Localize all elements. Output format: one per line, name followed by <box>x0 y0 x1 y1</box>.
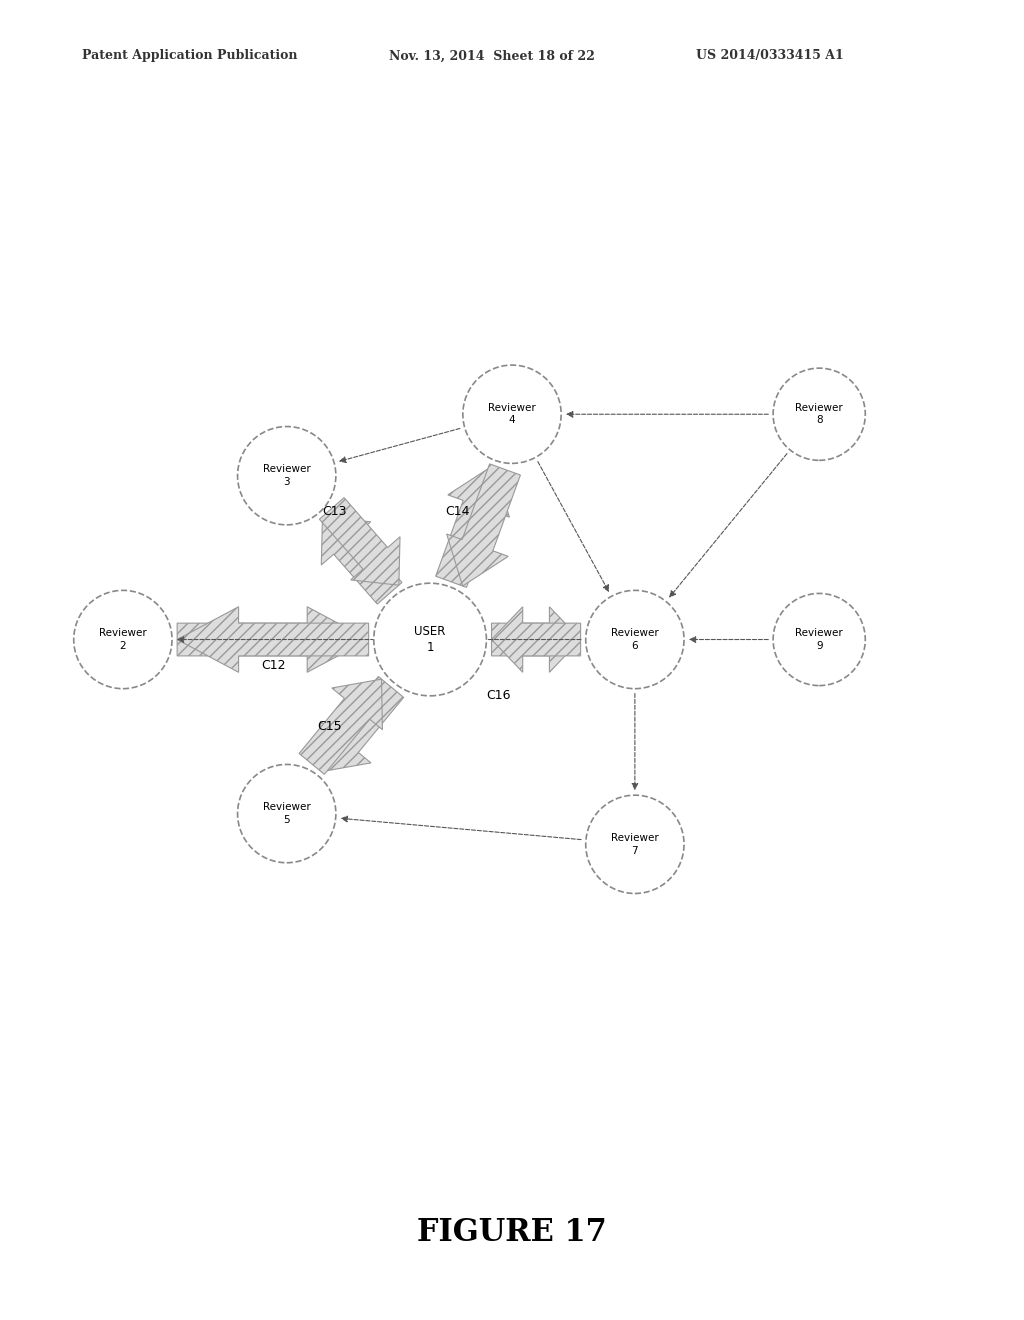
Text: Reviewer
6: Reviewer 6 <box>611 628 658 651</box>
Text: C15: C15 <box>317 721 342 733</box>
Polygon shape <box>492 607 581 672</box>
Text: Reviewer
9: Reviewer 9 <box>796 628 843 651</box>
Text: Reviewer
4: Reviewer 4 <box>488 403 536 425</box>
Polygon shape <box>299 678 382 775</box>
Circle shape <box>463 366 561 463</box>
Circle shape <box>374 583 486 696</box>
Polygon shape <box>492 607 581 672</box>
Text: Nov. 13, 2014  Sheet 18 of 22: Nov. 13, 2014 Sheet 18 of 22 <box>389 49 595 62</box>
Circle shape <box>74 590 172 689</box>
Polygon shape <box>322 516 402 605</box>
Text: C14: C14 <box>445 506 470 517</box>
Text: Reviewer
2: Reviewer 2 <box>99 628 146 651</box>
Text: C13: C13 <box>323 506 347 517</box>
Text: Reviewer
7: Reviewer 7 <box>611 833 658 855</box>
Circle shape <box>238 764 336 863</box>
Text: C16: C16 <box>486 689 511 702</box>
Text: US 2014/0333415 A1: US 2014/0333415 A1 <box>696 49 844 62</box>
Polygon shape <box>177 607 369 672</box>
Polygon shape <box>321 677 403 772</box>
Text: Reviewer
8: Reviewer 8 <box>796 403 843 425</box>
Text: FIGURE 17: FIGURE 17 <box>417 1217 607 1247</box>
Polygon shape <box>435 465 509 587</box>
Circle shape <box>238 426 336 525</box>
Text: Patent Application Publication: Patent Application Publication <box>82 49 297 62</box>
Text: Reviewer
5: Reviewer 5 <box>263 803 310 825</box>
Text: Reviewer
3: Reviewer 3 <box>263 465 310 487</box>
Polygon shape <box>177 607 369 672</box>
Circle shape <box>773 594 865 685</box>
Circle shape <box>586 795 684 894</box>
Circle shape <box>773 368 865 461</box>
Text: USER
1: USER 1 <box>415 626 445 653</box>
Polygon shape <box>446 463 520 586</box>
Text: C12: C12 <box>261 659 286 672</box>
Polygon shape <box>319 498 400 585</box>
Circle shape <box>586 590 684 689</box>
